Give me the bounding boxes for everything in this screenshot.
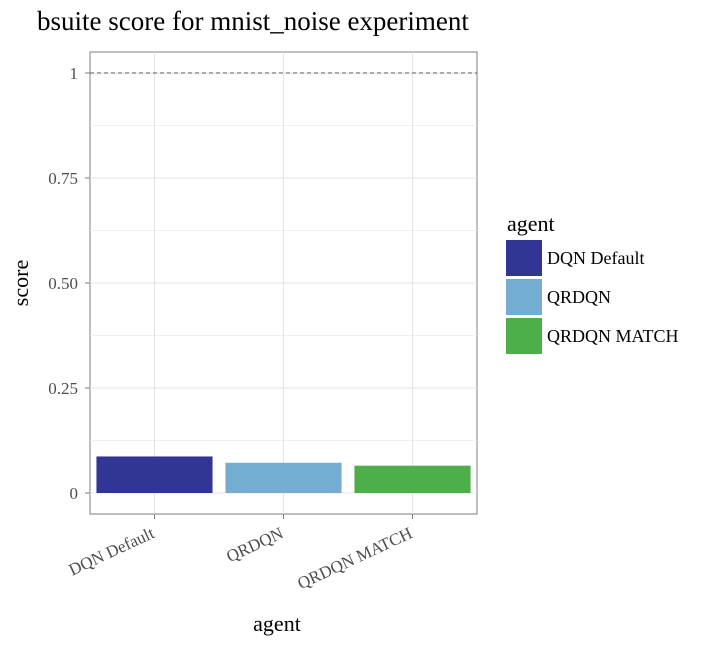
bar-qrdqn xyxy=(225,462,342,493)
x-tick-label: QRDQN xyxy=(223,523,286,566)
y-tick-label: 0.50 xyxy=(48,274,78,293)
legend-swatch xyxy=(506,279,542,315)
legend: agent DQN Default QRDQN QRDQN MATCH xyxy=(506,211,679,354)
legend-label: QRDQN xyxy=(547,287,611,307)
legend-label: DQN Default xyxy=(547,248,644,268)
legend-swatch xyxy=(506,240,542,276)
x-tick-label: DQN Default xyxy=(66,523,158,579)
legend-swatch xyxy=(506,318,542,354)
legend-items: DQN Default QRDQN QRDQN MATCH xyxy=(506,240,679,354)
y-tick-label: 1 xyxy=(70,64,79,83)
chart-title: bsuite score for mnist_noise experiment xyxy=(37,6,469,36)
y-tick-label: 0.25 xyxy=(48,379,78,398)
x-tick-label: QRDQN MATCH xyxy=(295,523,416,593)
y-tick-label: 0.75 xyxy=(48,169,78,188)
bar-qrdqn-match xyxy=(354,465,471,493)
bar-dqn-default xyxy=(96,456,213,493)
y-axis-ticks: 0 0.25 0.50 0.75 1 xyxy=(48,64,90,503)
bars xyxy=(96,456,471,493)
legend-title: agent xyxy=(507,211,555,236)
y-tick-label: 0 xyxy=(70,484,79,503)
x-axis-title: agent xyxy=(253,611,301,636)
legend-label: QRDQN MATCH xyxy=(547,326,679,346)
x-axis-ticks: DQN Default QRDQN QRDQN MATCH xyxy=(66,514,415,593)
y-axis-title: score xyxy=(8,260,33,306)
